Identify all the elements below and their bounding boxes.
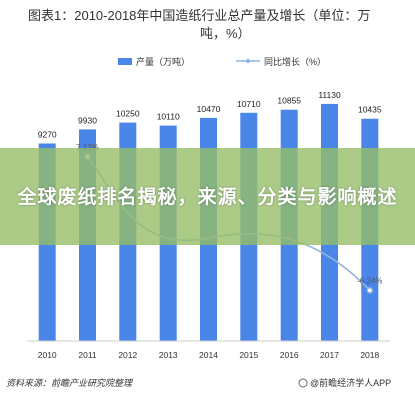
legend-bar-swatch xyxy=(118,58,132,65)
brand-logo-icon xyxy=(298,378,308,388)
x-tick-2011: 2011 xyxy=(78,350,97,360)
chart-title-line-1: 图表1：2010-2018年中国造纸行业总产量及增长（单位：万 xyxy=(28,8,370,23)
x-tick-2010: 2010 xyxy=(38,350,57,360)
growth-label-2011: 7.12% xyxy=(76,143,99,152)
x-tick-2012: 2012 xyxy=(118,350,137,360)
bar-value-label-2017: 11130 xyxy=(318,90,341,100)
bar-value-label-2016: 10855 xyxy=(277,96,301,106)
bar-value-label-2014: 10470 xyxy=(197,104,221,114)
legend-line-label: 同比增长（%） xyxy=(264,56,326,67)
x-tick-2016: 2016 xyxy=(280,350,299,360)
x-tick-2015: 2015 xyxy=(239,350,258,360)
brand-text: @前瞻经济学人APP xyxy=(310,377,391,388)
legend-line-marker xyxy=(246,59,250,63)
legend-bar-label: 产量（万吨） xyxy=(136,56,190,67)
brand: @前瞻经济学人APP xyxy=(298,377,391,388)
chart-title-line-2: 吨，%） xyxy=(200,26,251,41)
bar-value-label-2011: 9930 xyxy=(78,115,97,125)
bar-value-label-2012: 10250 xyxy=(116,109,140,119)
bar-value-label-2010: 9270 xyxy=(38,130,57,140)
bar-value-label-2013: 10110 xyxy=(157,112,180,122)
source-note: 资料来源：前瞻产业研究院整理 xyxy=(6,378,134,388)
growth-point-2018 xyxy=(366,287,374,294)
bar-value-label-2015: 10710 xyxy=(237,99,261,109)
bar-value-label-2018: 10435 xyxy=(358,105,382,115)
overlay-title: 全球废纸排名揭秘，来源、分类与影响概述 xyxy=(17,185,398,208)
growth-label-2018: -6.24% xyxy=(357,276,382,285)
x-tick-2014: 2014 xyxy=(199,350,218,360)
legend: 产量（万吨） 同比增长（%） xyxy=(118,56,326,67)
x-tick-2017: 2017 xyxy=(320,350,339,360)
x-tick-2013: 2013 xyxy=(159,350,178,360)
overlay-banner: 全球废纸排名揭秘，来源、分类与影响概述 xyxy=(0,148,415,245)
x-tick-2018: 2018 xyxy=(360,350,379,360)
